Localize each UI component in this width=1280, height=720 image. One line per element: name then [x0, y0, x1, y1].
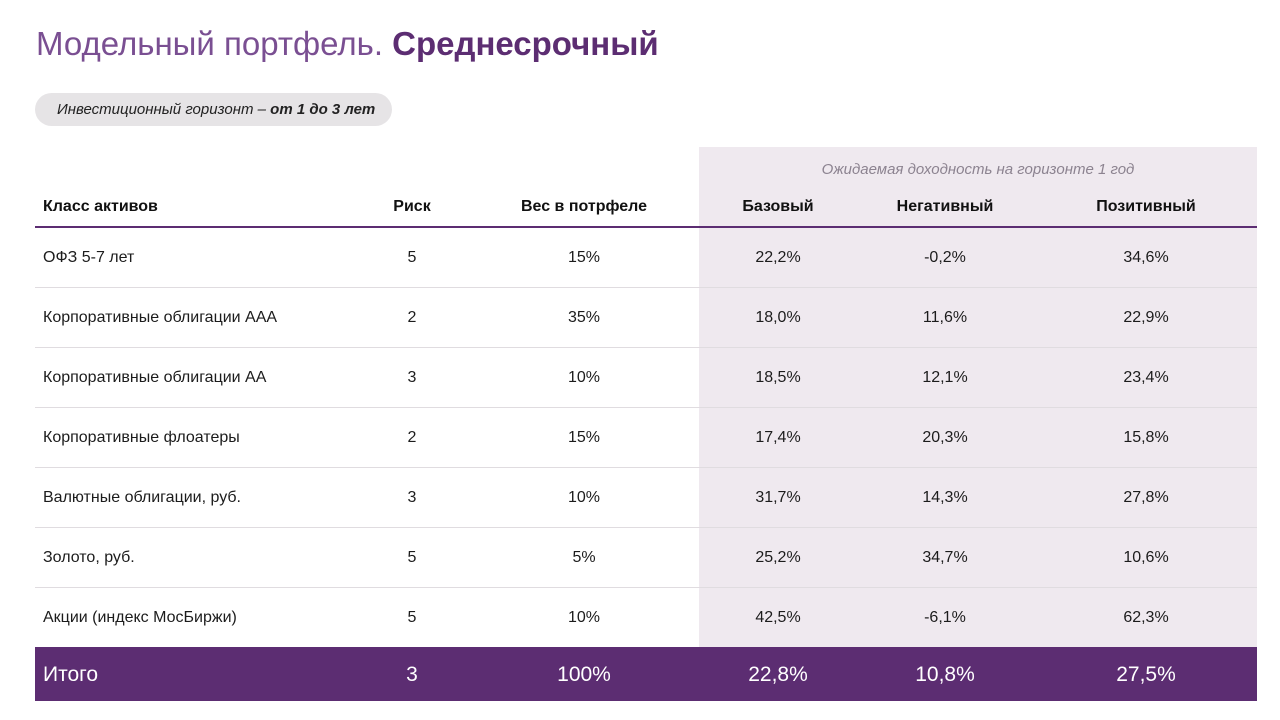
- cell-weight: 10%: [567, 609, 601, 626]
- cell-risk: 5: [407, 249, 417, 266]
- cell-positive: 23,4%: [1123, 369, 1169, 386]
- table-row: Валютные облигации, руб. 3 10% 31,7% 14,…: [35, 468, 1257, 528]
- cell-risk: 5: [407, 609, 417, 626]
- cell-base: 17,4%: [755, 429, 801, 446]
- cell-negative: 34,7%: [922, 549, 968, 566]
- horizon-label: Инвестиционный горизонт –: [57, 101, 271, 118]
- cell-positive: 62,3%: [1123, 609, 1169, 626]
- horizon-value: от 1 до 3 лет: [270, 101, 376, 118]
- table-row: Золото, руб. 5 5% 25,2% 34,7% 10,6%: [35, 528, 1257, 588]
- cell-base: 18,0%: [755, 309, 801, 326]
- cell-positive: 34,6%: [1123, 249, 1169, 266]
- total-risk: 3: [406, 663, 418, 686]
- column-header-base: Базовый: [742, 198, 814, 215]
- total-weight: 100%: [557, 663, 611, 686]
- cell-positive: 22,9%: [1123, 309, 1169, 326]
- page-title: Модельный портфель. Среднесрочный: [36, 22, 659, 66]
- expected-return-header: Ожидаемая доходность на горизонте 1 год: [821, 161, 1135, 178]
- table-row: Акции (индекс МосБиржи) 5 10% 42,5% -6,1…: [35, 588, 1257, 648]
- column-header-asset: Класс активов: [43, 198, 158, 215]
- total-positive: 27,5%: [1116, 663, 1176, 686]
- cell-asset: ОФЗ 5-7 лет: [43, 249, 135, 266]
- total-row: Итого 3 100% 22,8% 10,8% 27,5%: [35, 647, 1257, 701]
- cell-negative: 12,1%: [922, 369, 968, 386]
- cell-negative: 14,3%: [922, 489, 968, 506]
- total-negative: 10,8%: [915, 663, 975, 686]
- column-header-positive: Позитивный: [1096, 198, 1196, 215]
- cell-risk: 3: [407, 489, 417, 506]
- table-row: Корпоративные облигации ААА 2 35% 18,0% …: [35, 288, 1257, 348]
- table-row: Корпоративные флоатеры 2 15% 17,4% 20,3%…: [35, 408, 1257, 468]
- cell-risk: 5: [407, 549, 417, 566]
- table-row: Корпоративные облигации АА 3 10% 18,5% 1…: [35, 348, 1257, 408]
- cell-negative: -0,2%: [924, 249, 966, 266]
- cell-asset: Валютные облигации, руб.: [43, 489, 241, 506]
- cell-weight: 15%: [567, 249, 601, 266]
- cell-weight: 10%: [567, 369, 601, 386]
- cell-positive: 15,8%: [1123, 429, 1169, 446]
- total-base: 22,8%: [748, 663, 808, 686]
- cell-base: 25,2%: [755, 549, 801, 566]
- expected-return-shade: [699, 147, 1257, 647]
- cell-weight: 10%: [567, 489, 601, 506]
- cell-weight: 15%: [567, 429, 601, 446]
- horizon-badge: Инвестиционный горизонт – от 1 до 3 лет: [35, 93, 392, 126]
- cell-risk: 2: [407, 429, 417, 446]
- cell-base: 31,7%: [755, 489, 801, 506]
- cell-asset: Корпоративные флоатеры: [43, 429, 240, 446]
- cell-asset: Акции (индекс МосБиржи): [43, 609, 237, 626]
- cell-base: 42,5%: [755, 609, 801, 626]
- cell-negative: 11,6%: [922, 309, 968, 326]
- page-title-bold: Среднесрочный: [392, 25, 659, 62]
- cell-base: 18,5%: [755, 369, 801, 386]
- table-body: ОФЗ 5-7 лет 5 15% 22,2% -0,2% 34,6% Корп…: [35, 228, 1257, 648]
- column-header-weight: Вес в потрфеле: [520, 198, 648, 215]
- header-divider: [35, 226, 1257, 228]
- column-header-risk: Риск: [393, 198, 431, 215]
- cell-negative: 20,3%: [922, 429, 968, 446]
- cell-positive: 10,6%: [1123, 549, 1169, 566]
- cell-negative: -6,1%: [924, 609, 966, 626]
- cell-risk: 2: [407, 309, 417, 326]
- cell-asset: Корпоративные облигации АА: [43, 369, 267, 386]
- cell-positive: 27,8%: [1123, 489, 1169, 506]
- cell-weight: 5%: [572, 549, 596, 566]
- cell-base: 22,2%: [755, 249, 801, 266]
- cell-asset: Корпоративные облигации ААА: [43, 309, 278, 326]
- cell-weight: 35%: [567, 309, 601, 326]
- cell-asset: Золото, руб.: [43, 549, 135, 566]
- page-title-light: Модельный портфель.: [36, 25, 383, 62]
- cell-risk: 3: [407, 369, 417, 386]
- total-label: Итого: [43, 663, 99, 686]
- table-row: ОФЗ 5-7 лет 5 15% 22,2% -0,2% 34,6%: [35, 228, 1257, 288]
- column-header-negative: Негативный: [896, 198, 994, 215]
